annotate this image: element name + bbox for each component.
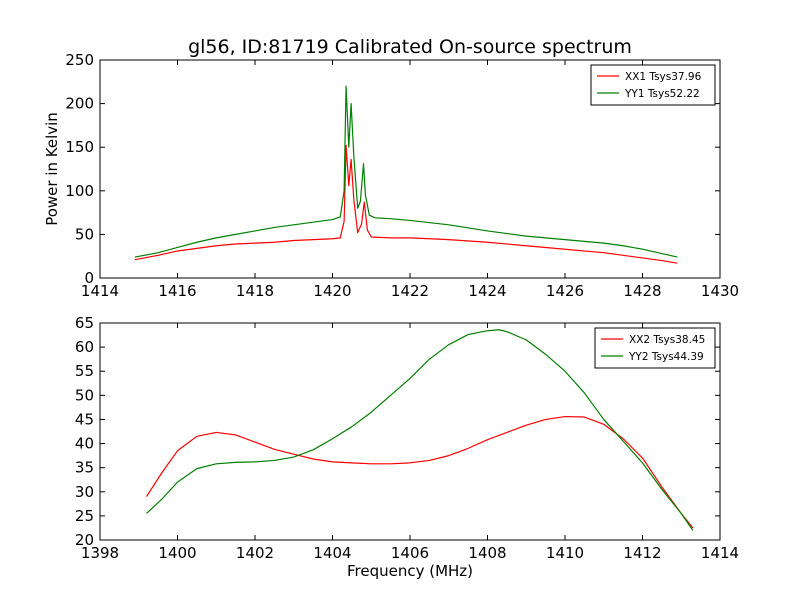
y-tick-label: 35	[75, 459, 94, 477]
legend: XX1 Tsys37.96 YY1 Tsys52.22	[590, 64, 716, 106]
y-axis-title: Power in Kelvin	[43, 112, 61, 226]
y-tick-label: 45	[75, 410, 94, 428]
x-tick-label: 1408	[468, 544, 506, 562]
x-tick-label: 1428	[623, 282, 661, 300]
y-tick-label: 60	[75, 338, 94, 356]
y-tick-label: 25	[75, 507, 94, 525]
series-line-xx	[134, 144, 678, 264]
series-line-xx	[145, 415, 694, 529]
x-tick-label: 1420	[313, 282, 351, 300]
legend: XX2 Tsys38.45 YY2 Tsys44.39	[594, 327, 716, 369]
y-tick-label: 100	[65, 182, 94, 200]
y-tick-label: 40	[75, 435, 94, 453]
legend-label: YY1 Tsys52.22	[624, 88, 700, 100]
y-tick-label: 250	[65, 51, 94, 69]
x-tick-label: 1412	[623, 544, 661, 562]
x-tick-label: 1400	[158, 544, 196, 562]
y-tick-label: 50	[75, 386, 94, 404]
y-tick-label: 20	[75, 531, 94, 549]
x-tick-label: 1398	[81, 544, 119, 562]
legend-label: XX1 Tsys37.96	[625, 71, 702, 83]
x-tick-label: 1418	[236, 282, 274, 300]
x-tick-label: 1414	[81, 282, 119, 300]
y-tick-label: 0	[84, 269, 94, 287]
series-line-yy	[134, 85, 678, 258]
x-tick-label: 1402	[236, 544, 274, 562]
legend-box	[594, 327, 716, 369]
y-tick-label: 65	[75, 314, 94, 332]
y-tick-label: 200	[65, 95, 94, 113]
legend-box	[590, 64, 716, 106]
spectrum-panel-top: 1414 1416 1418 1420 1422 1424 1426 1428 1430 0 50 1…	[43, 51, 739, 300]
x-tick-label: 1406	[391, 544, 429, 562]
x-tick-label: 1414	[701, 544, 739, 562]
x-tick-label: 1404	[313, 544, 351, 562]
x-tick-label: 1422	[391, 282, 429, 300]
x-axis-title: Frequency (MHz)	[347, 562, 473, 580]
legend-label: XX2 Tsys38.45	[629, 334, 705, 346]
y-tick-label: 55	[75, 362, 94, 380]
x-tick-label: 1430	[701, 282, 739, 300]
legend-label: YY2 Tsys44.39	[628, 351, 704, 363]
y-tick-label: 50	[75, 225, 94, 243]
x-tick-label: 1426	[546, 282, 584, 300]
x-tick-label: 1410	[546, 544, 584, 562]
spectrum-panel-bottom: 1398 1400 1402 1404 1406 1408 1410 1412 1414 20 25…	[75, 314, 739, 580]
x-tick-label: 1424	[468, 282, 506, 300]
y-tick-label: 30	[75, 483, 94, 501]
series-line-yy	[146, 329, 694, 531]
chart-title: gl56, ID:81719 Calibrated On-source spec…	[188, 36, 632, 58]
x-tick-label: 1416	[158, 282, 196, 300]
y-tick-label: 150	[65, 138, 94, 156]
